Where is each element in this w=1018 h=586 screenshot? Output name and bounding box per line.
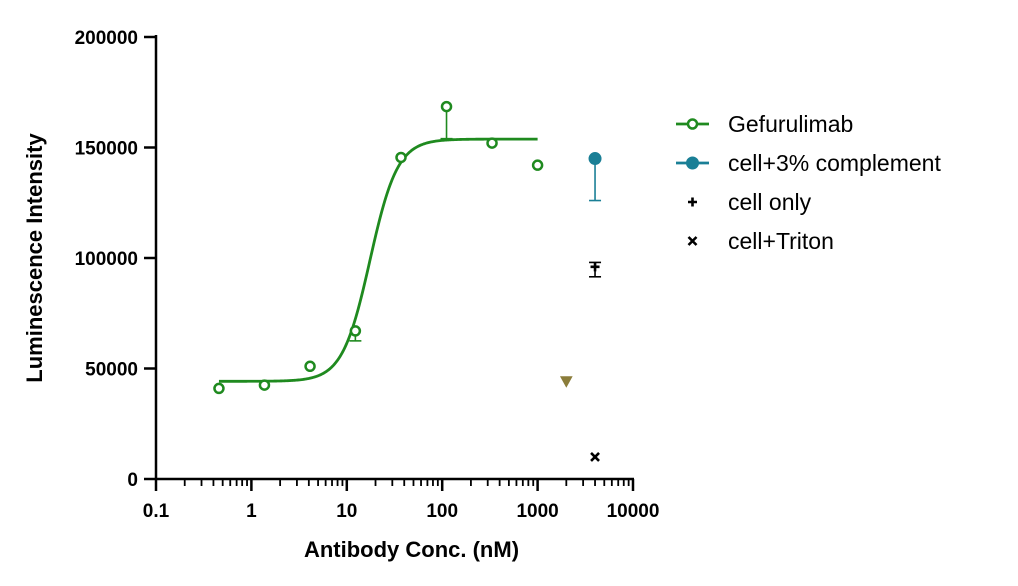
- legend-label: cell+Triton: [728, 228, 834, 254]
- point-series-3: [590, 451, 600, 462]
- x-tick-label: 0.1: [143, 501, 170, 522]
- legend-item: Gefurulimab: [676, 111, 853, 137]
- point-series-0: [531, 159, 544, 171]
- point-series-0: [440, 100, 453, 113]
- legend-marker: [687, 236, 698, 246]
- point-series-0: [258, 379, 271, 391]
- legend-item: cell+Triton: [687, 228, 834, 254]
- x-axis-title: Antibody Conc. (nM): [304, 537, 519, 562]
- x-tick-label: 1000: [516, 501, 558, 522]
- legend-label: cell+3% complement: [728, 150, 941, 176]
- axes: 0 50000 100000 150000 200000 0.1 1 10 100 1000 100…: [22, 28, 659, 562]
- x-tick-label: 10000: [607, 501, 660, 522]
- legend-item: cell+3% complement: [676, 150, 941, 176]
- fit-curve-gefurulimab: [218, 137, 538, 383]
- y-tick-label: 200000: [75, 28, 138, 49]
- legend-item: cell only: [688, 189, 812, 215]
- y-tick-label: 50000: [85, 360, 138, 381]
- legend-label: Gefurulimab: [728, 111, 853, 137]
- y-tick-label: 0: [127, 470, 138, 491]
- point-series-0: [395, 151, 407, 164]
- fit-curves: [218, 137, 538, 383]
- point-series-0: [213, 382, 225, 395]
- y-axis-title: Luminescence Intensity: [22, 133, 47, 383]
- point-series-1: [588, 152, 602, 166]
- error-bars: [349, 106, 602, 342]
- x-tick-label: 1: [246, 501, 257, 522]
- legend: Gefurulimab cell+3% complement cell only ce…: [676, 111, 941, 254]
- point-series-2: [590, 262, 600, 272]
- point-series-0: [304, 360, 316, 373]
- point-unlabeled: [559, 376, 573, 388]
- data-points: [213, 100, 602, 462]
- y-tick-label: 100000: [75, 249, 138, 270]
- legend-marker: [688, 197, 697, 207]
- y-tick-label: 150000: [75, 139, 138, 160]
- point-series-0: [349, 325, 362, 337]
- x-tick-label: 100: [426, 501, 458, 522]
- legend-label: cell only: [728, 189, 812, 215]
- x-tick-label: 10: [336, 501, 357, 522]
- legend-marker: [686, 118, 699, 130]
- legend-marker: [686, 156, 699, 170]
- point-series-0: [486, 137, 498, 149]
